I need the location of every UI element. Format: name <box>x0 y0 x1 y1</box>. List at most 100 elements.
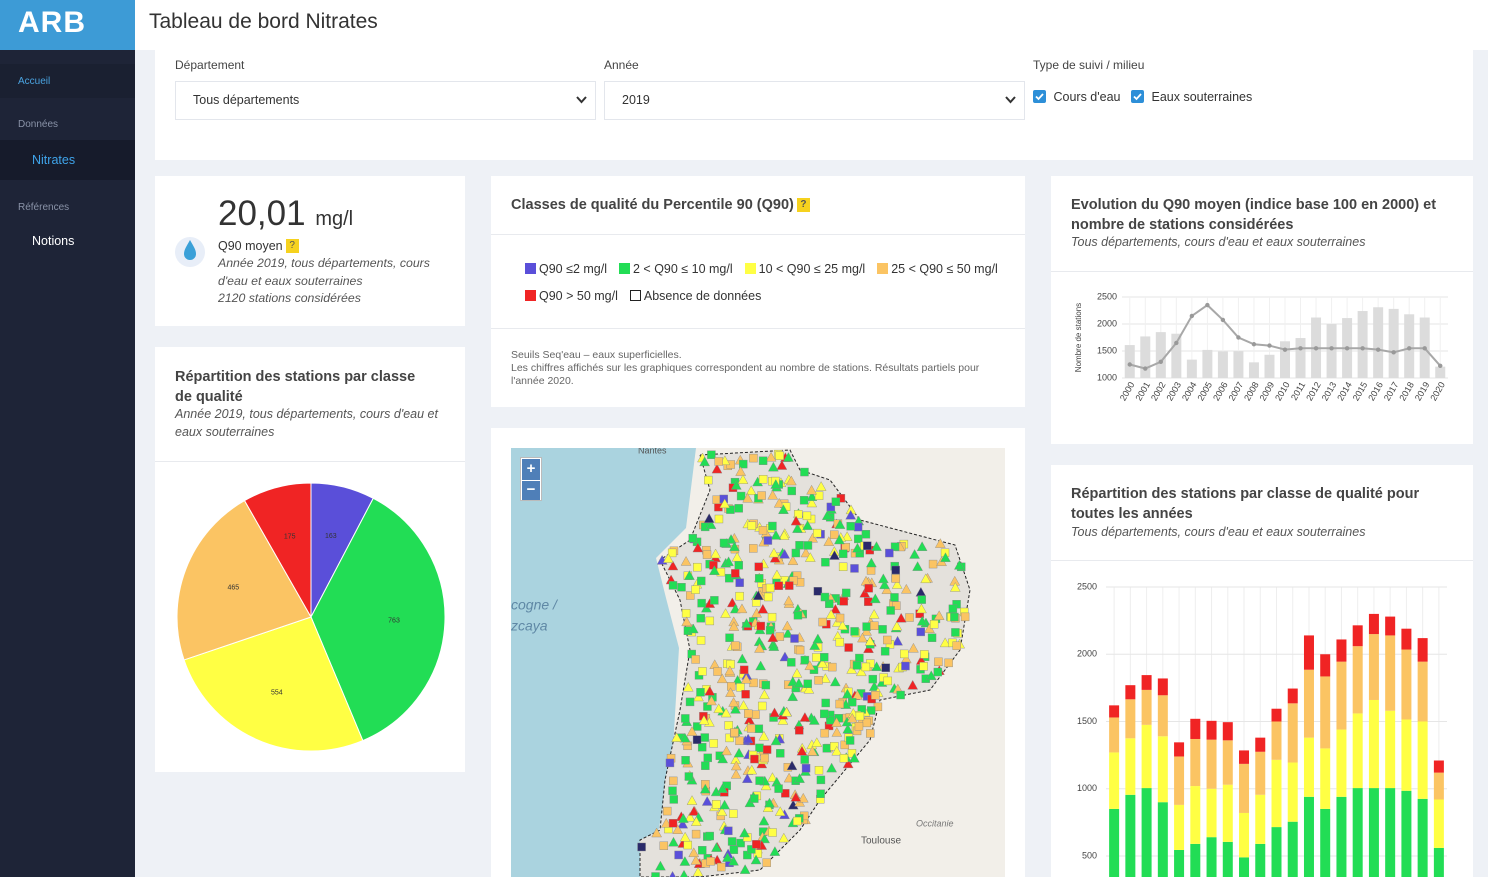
combo-card: Evolution du Q90 moyen (indice base 100 … <box>1051 176 1473 444</box>
station-marker <box>725 733 734 743</box>
x-tick-label: 2003 <box>1164 380 1183 402</box>
station-marker <box>731 569 740 578</box>
zoom-out[interactable]: − <box>522 481 540 500</box>
station-marker <box>912 561 923 571</box>
station-marker <box>707 450 716 459</box>
station-marker <box>845 509 857 520</box>
checkbox-box[interactable] <box>1033 90 1046 103</box>
bar-segment <box>1190 786 1201 844</box>
station-marker <box>703 702 712 711</box>
station-marker <box>842 723 854 734</box>
select[interactable]: Tous départements <box>175 81 596 120</box>
nav-row[interactable]: Nitrates <box>0 140 135 180</box>
line-point <box>1251 342 1257 347</box>
bar <box>1388 308 1399 378</box>
station-marker <box>762 858 771 867</box>
checkbox[interactable]: Cours d'eau <box>1033 90 1121 104</box>
station-marker <box>793 611 803 620</box>
station-marker <box>710 596 719 605</box>
station-marker <box>742 492 754 503</box>
station-marker <box>736 653 748 664</box>
station-marker <box>783 595 795 606</box>
station-marker <box>719 799 730 810</box>
checkbox[interactable]: Eaux souterraines <box>1131 90 1252 104</box>
station-marker <box>867 706 876 715</box>
bar-segment <box>1352 625 1363 647</box>
station-marker <box>803 541 813 550</box>
zoom-in[interactable]: + <box>522 459 540 480</box>
nav-active[interactable]: Nitrates <box>32 153 76 167</box>
nav-home[interactable]: Accueil <box>18 76 51 87</box>
station-marker <box>692 542 704 553</box>
place-label: Nantes <box>638 448 667 455</box>
bar-segment <box>1141 675 1152 690</box>
station-marker <box>818 617 827 627</box>
station-marker <box>793 816 802 826</box>
station-marker <box>797 792 809 803</box>
station-marker <box>760 780 772 791</box>
legend-label: Absence de données <box>643 289 762 303</box>
station-marker <box>841 588 851 598</box>
note: Les chiffres affichés sur les graphiques… <box>511 362 980 387</box>
station-marker <box>801 764 811 773</box>
station-marker <box>854 722 864 731</box>
station-marker <box>779 548 790 559</box>
station-marker <box>729 541 740 552</box>
station-marker <box>791 668 803 678</box>
station-marker <box>883 676 893 686</box>
line-point <box>1127 362 1132 367</box>
station-marker <box>725 687 736 697</box>
bar-segment <box>1222 740 1233 785</box>
station-marker <box>692 735 702 744</box>
station-marker <box>754 643 765 653</box>
bar-segment <box>1271 708 1282 722</box>
station-marker <box>795 645 805 655</box>
pie-slice <box>176 499 312 661</box>
logo[interactable]: ARB <box>18 6 86 39</box>
station-marker <box>701 761 710 770</box>
station-marker <box>679 732 691 743</box>
station-marker <box>739 864 751 874</box>
station-marker <box>716 673 728 684</box>
station-marker <box>713 703 725 713</box>
station-marker <box>698 714 710 725</box>
station-marker <box>917 595 926 604</box>
line-point <box>1313 346 1319 351</box>
station-marker <box>713 667 722 676</box>
header: Tableau de bord Nitrates <box>135 0 1488 50</box>
select-value: 2019 <box>622 93 650 107</box>
station-marker <box>816 789 825 798</box>
station-marker <box>814 491 824 500</box>
station-marker <box>800 655 810 665</box>
checkbox-label[interactable]: Eaux souterraines <box>1151 90 1253 104</box>
help-badge[interactable]: ? <box>285 239 299 253</box>
y-tick-label: 1000 <box>1097 372 1117 382</box>
nav-row[interactable]: Accueil <box>0 64 135 98</box>
station-marker <box>706 695 717 706</box>
station-marker <box>855 653 864 663</box>
x-tick-label: 2001 <box>1133 380 1152 402</box>
checkbox-label[interactable]: Cours d'eau <box>1053 90 1121 104</box>
checkbox-box[interactable] <box>1131 90 1144 103</box>
station-marker <box>765 451 777 462</box>
station-marker <box>795 726 804 735</box>
help-badge[interactable]: ? <box>796 198 810 212</box>
station-marker <box>927 633 937 642</box>
station-marker <box>916 615 928 626</box>
legend: Q90 ≤2 mg/l 2 < Q90 ≤ 10 mg/l 10 < Q90 ≤ 2… <box>525 256 1015 310</box>
nav-item[interactable]: Notions <box>32 234 75 248</box>
station-marker <box>690 855 702 865</box>
bar-segment <box>1141 724 1152 789</box>
station-marker <box>682 681 694 692</box>
station-marker <box>820 653 829 662</box>
station-marker <box>696 636 706 645</box>
line-point <box>1375 347 1381 352</box>
select[interactable]: 2019 <box>604 81 1025 120</box>
line-point <box>1344 346 1350 351</box>
line-point <box>1282 347 1288 352</box>
station-marker <box>934 657 943 667</box>
map[interactable]: Nantes Toulouse Occitanie cogne / zcaya <box>511 448 1005 877</box>
legend-swatch <box>744 263 756 274</box>
station-marker <box>890 542 900 551</box>
station-marker <box>869 593 881 604</box>
